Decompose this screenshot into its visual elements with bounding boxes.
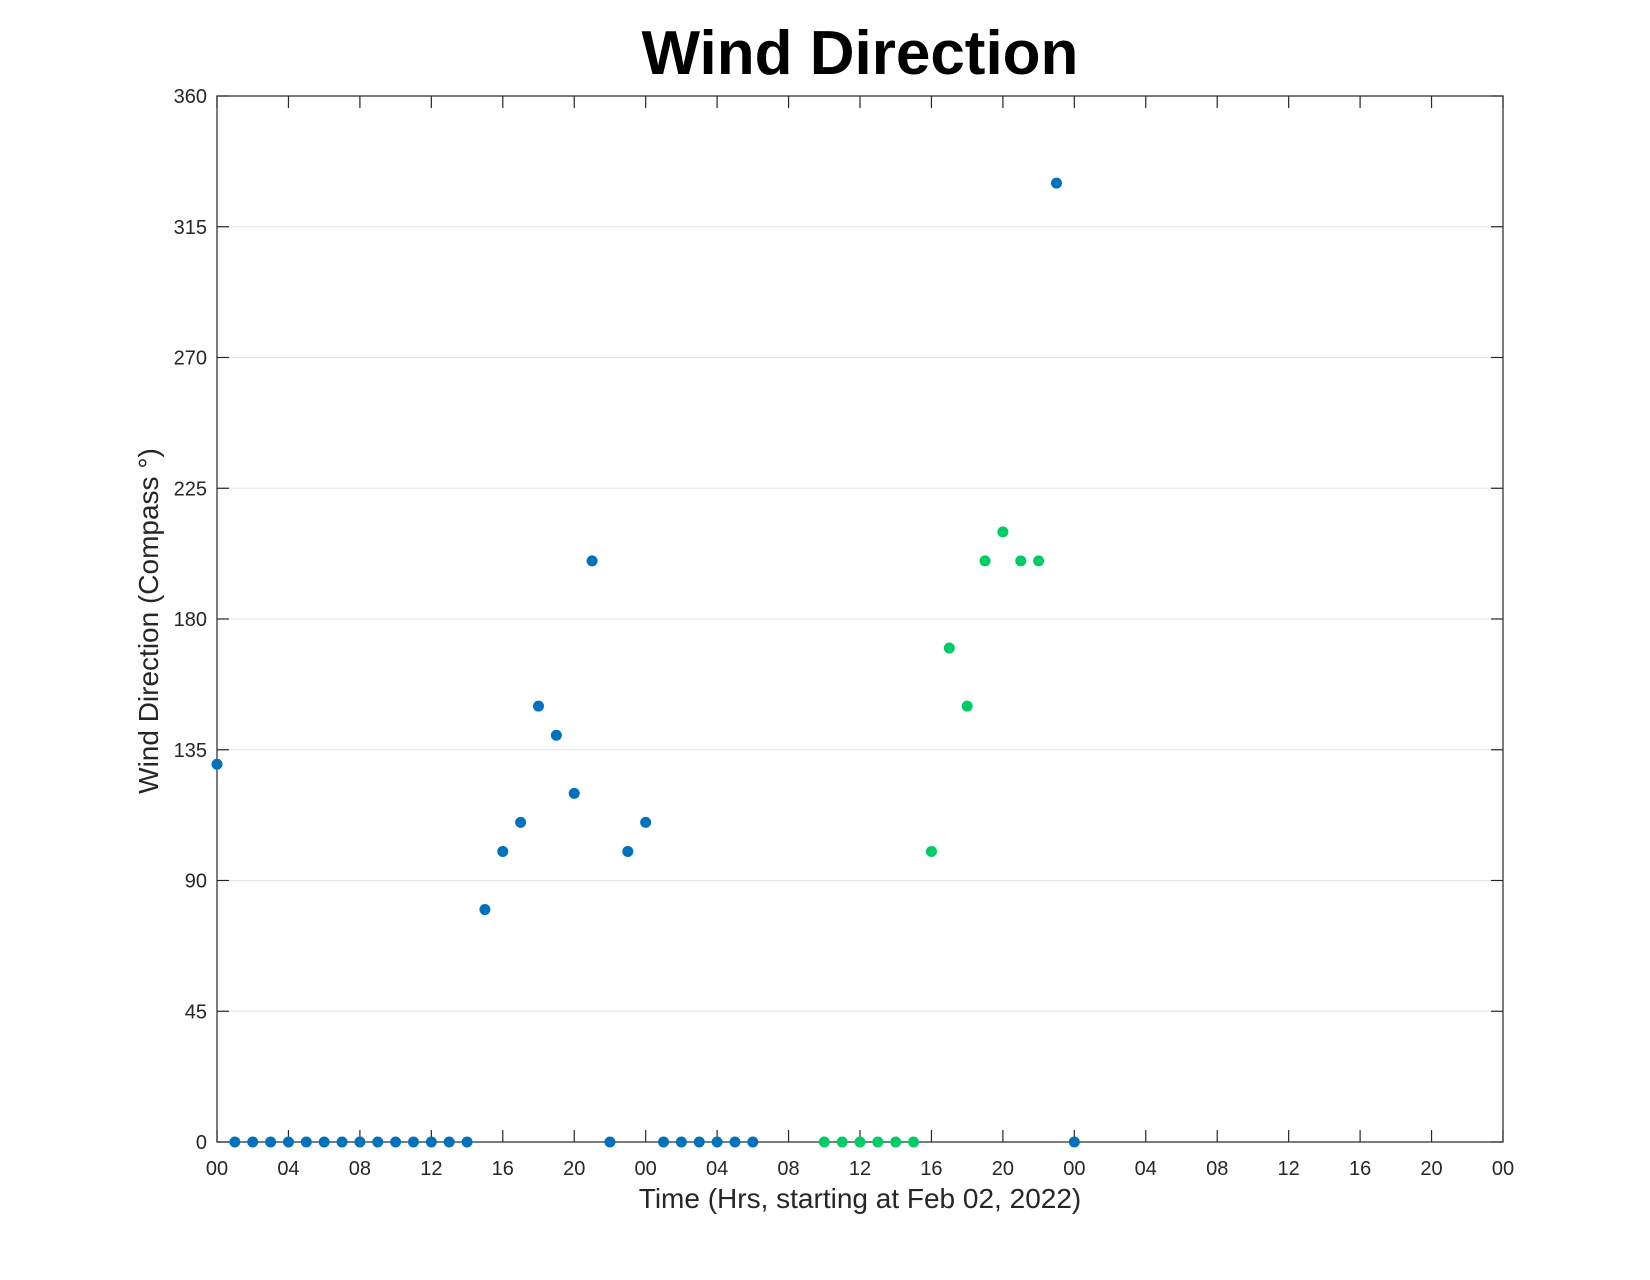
data-point bbox=[693, 1136, 705, 1148]
data-point bbox=[586, 555, 598, 567]
y-tick-label: 270 bbox=[174, 348, 207, 370]
data-point bbox=[747, 1136, 759, 1148]
x-tick-label: 12 bbox=[420, 1158, 442, 1180]
y-axis-label: Wind Direction (Compass °) bbox=[133, 448, 164, 794]
x-tick-label: 00 bbox=[1063, 1158, 1085, 1180]
x-axis-ticks: 00 04 08 12 16 20 00 04 08 12 16 20 00 04 08 12 16 20 00 bbox=[206, 96, 1514, 1180]
y-axis-ticks: 0 45 90 135 180 225 270 315 360 bbox=[174, 86, 1503, 1154]
data-point bbox=[622, 845, 634, 857]
data-point bbox=[407, 1136, 419, 1148]
data-point bbox=[390, 1136, 402, 1148]
data-point bbox=[515, 816, 527, 828]
data-point bbox=[1068, 1136, 1080, 1148]
x-tick-label: 00 bbox=[635, 1158, 657, 1180]
data-point bbox=[354, 1136, 366, 1148]
data-point bbox=[943, 642, 955, 654]
data-point bbox=[247, 1136, 259, 1148]
data-point bbox=[372, 1136, 384, 1148]
data-points bbox=[211, 177, 1080, 1148]
chart-title: Wind Direction bbox=[642, 19, 1079, 88]
data-point bbox=[658, 1136, 670, 1148]
data-point bbox=[640, 816, 652, 828]
data-point bbox=[818, 1136, 830, 1148]
data-point bbox=[282, 1136, 294, 1148]
data-point bbox=[318, 1136, 330, 1148]
x-tick-label: 04 bbox=[706, 1158, 728, 1180]
x-tick-label: 00 bbox=[1492, 1158, 1514, 1180]
data-point bbox=[836, 1136, 848, 1148]
x-tick-label: 08 bbox=[349, 1158, 371, 1180]
data-point bbox=[229, 1136, 241, 1148]
data-point bbox=[336, 1136, 348, 1148]
x-tick-label: 20 bbox=[563, 1158, 585, 1180]
data-point bbox=[533, 700, 544, 712]
data-point bbox=[675, 1136, 687, 1148]
x-tick-label: 20 bbox=[1420, 1158, 1442, 1180]
x-tick-label: 04 bbox=[277, 1158, 299, 1180]
data-point bbox=[979, 555, 991, 567]
data-point bbox=[1050, 177, 1062, 189]
x-tick-label: 12 bbox=[849, 1158, 871, 1180]
y-tick-label: 360 bbox=[174, 86, 207, 108]
y-tick-label: 90 bbox=[185, 871, 207, 893]
x-tick-label: 08 bbox=[777, 1158, 799, 1180]
series-2 bbox=[818, 526, 1045, 1148]
x-tick-label: 12 bbox=[1278, 1158, 1300, 1180]
data-point bbox=[568, 787, 580, 799]
y-tick-label: 135 bbox=[174, 740, 207, 762]
data-point bbox=[300, 1136, 312, 1148]
x-tick-label: 20 bbox=[992, 1158, 1014, 1180]
data-point bbox=[711, 1136, 723, 1148]
x-tick-label: 00 bbox=[206, 1158, 228, 1180]
data-point bbox=[1033, 555, 1045, 567]
data-point bbox=[550, 729, 562, 741]
data-point bbox=[604, 1136, 616, 1148]
x-tick-label: 16 bbox=[1349, 1158, 1371, 1180]
data-point bbox=[443, 1136, 455, 1148]
y-tick-label: 180 bbox=[174, 609, 207, 631]
data-point bbox=[961, 700, 973, 712]
x-tick-label: 16 bbox=[920, 1158, 942, 1180]
data-point bbox=[872, 1136, 884, 1148]
data-point bbox=[854, 1136, 866, 1148]
data-point bbox=[211, 758, 223, 770]
y-tick-label: 315 bbox=[174, 217, 207, 239]
data-point bbox=[479, 904, 491, 916]
x-tick-label: 16 bbox=[492, 1158, 514, 1180]
x-tick-label: 08 bbox=[1206, 1158, 1228, 1180]
data-point bbox=[729, 1136, 741, 1148]
data-point bbox=[890, 1136, 902, 1148]
data-point bbox=[265, 1136, 277, 1148]
y-tick-label: 45 bbox=[185, 1001, 207, 1023]
data-point bbox=[997, 526, 1009, 538]
data-point bbox=[497, 845, 509, 857]
series-1 bbox=[211, 177, 1080, 1148]
data-point bbox=[461, 1136, 473, 1148]
data-point bbox=[925, 845, 937, 857]
data-point bbox=[425, 1136, 437, 1148]
data-point bbox=[908, 1136, 920, 1148]
grid-lines bbox=[217, 226, 1503, 1012]
data-point bbox=[1015, 555, 1027, 567]
y-tick-label: 0 bbox=[196, 1132, 207, 1154]
x-axis-label: Time (Hrs, starting at Feb 02, 2022) bbox=[639, 1183, 1081, 1214]
y-tick-label: 225 bbox=[174, 478, 207, 500]
x-tick-label: 04 bbox=[1135, 1158, 1157, 1180]
